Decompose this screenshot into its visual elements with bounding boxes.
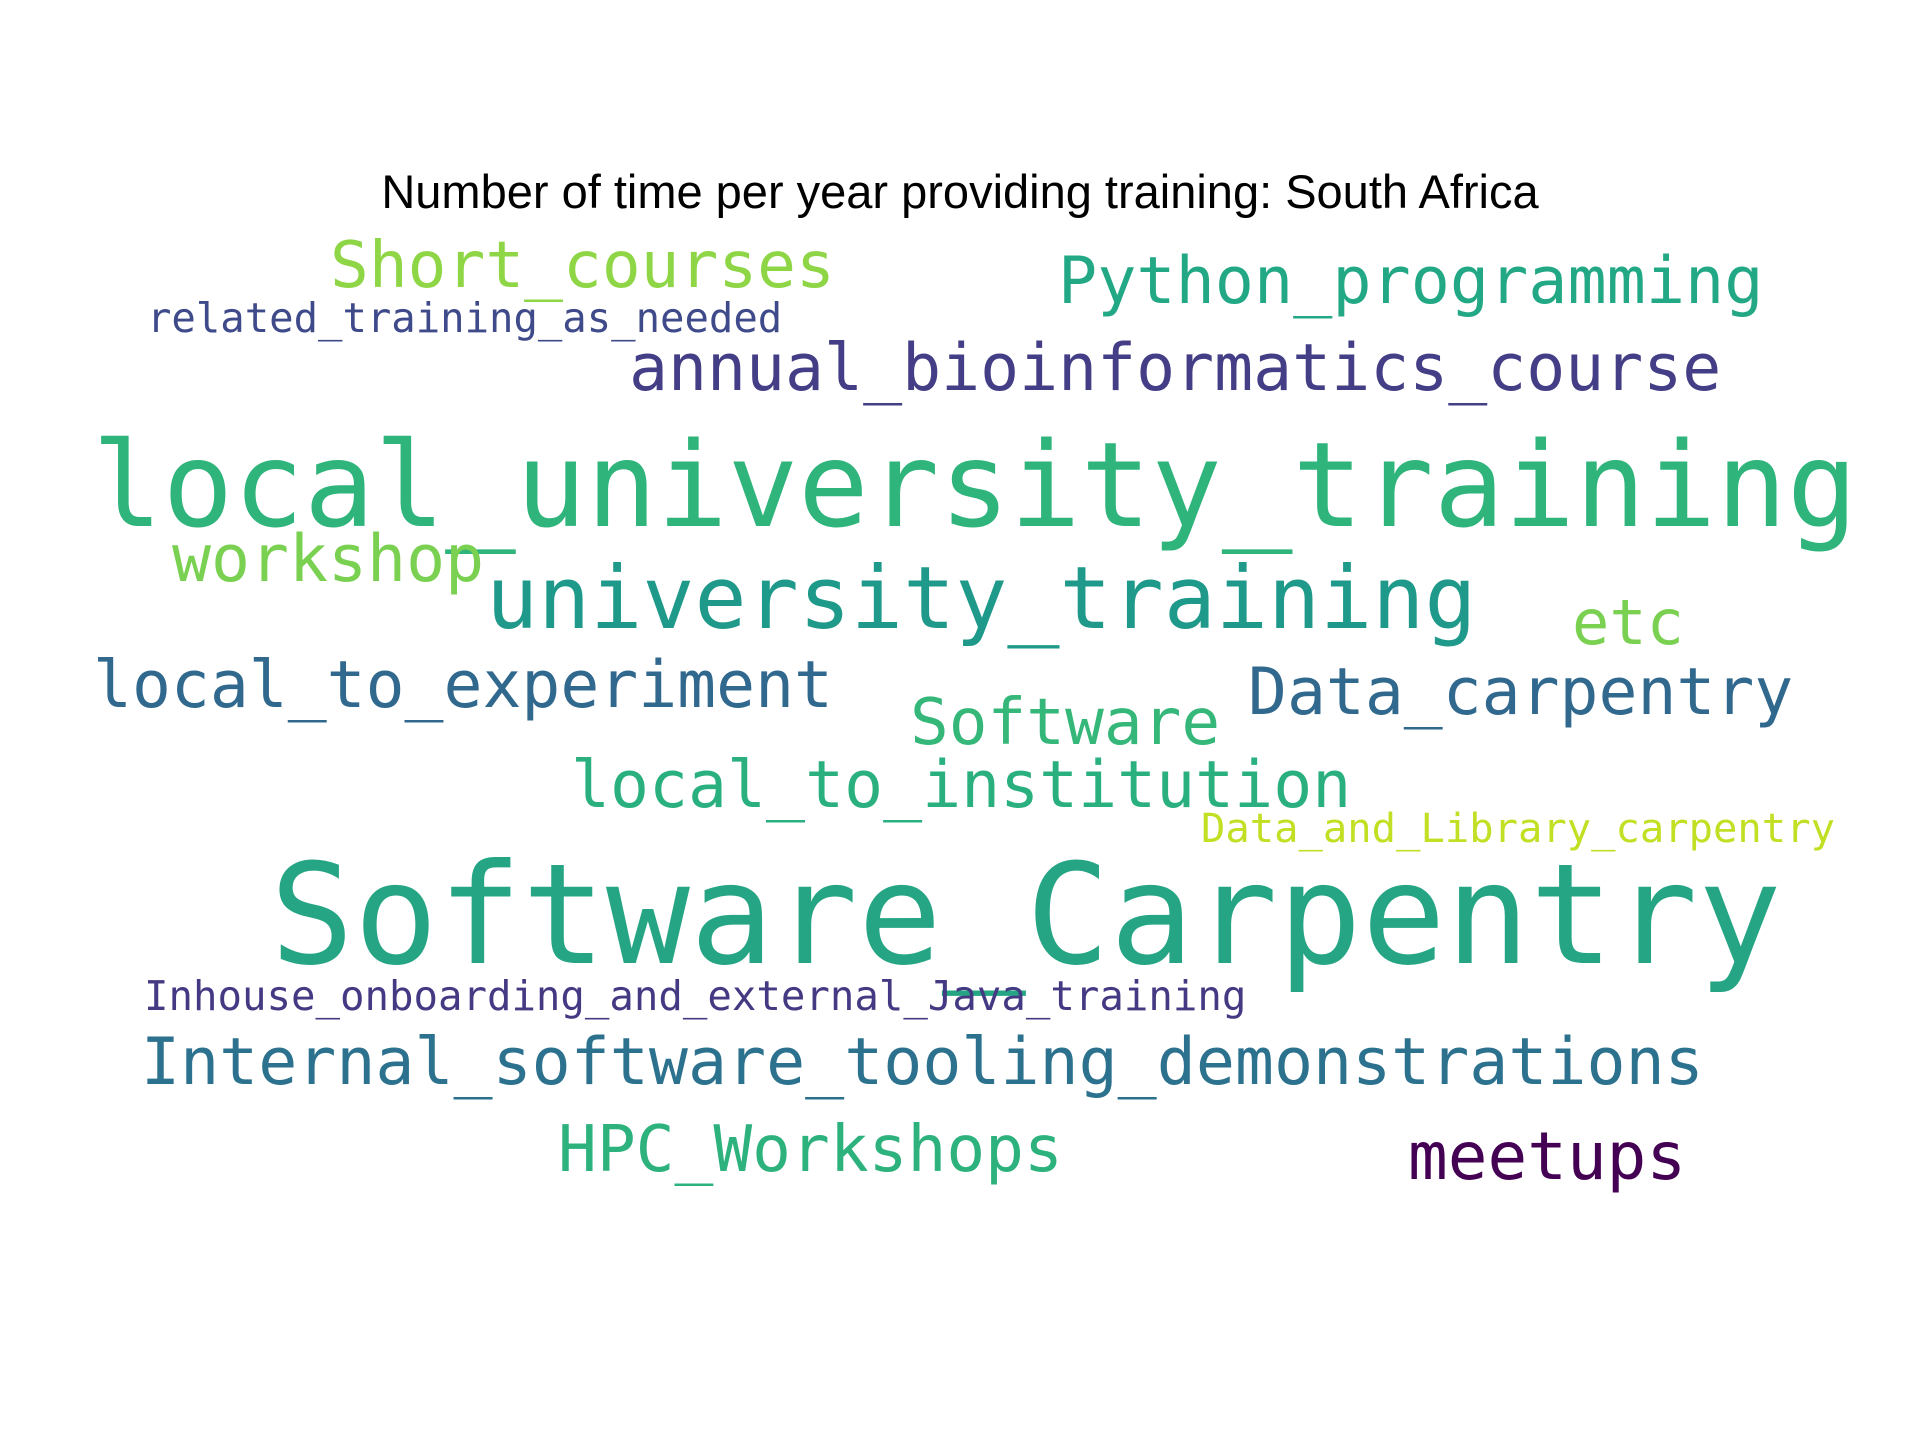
- cloud-word: Internal_software_tooling_demonstrations: [141, 1025, 1704, 1101]
- cloud-word: local_to_experiment: [93, 647, 833, 723]
- cloud-word: HPC_Workshops: [558, 1111, 1063, 1187]
- cloud-word: workshop: [172, 521, 485, 597]
- cloud-word: Inhouse_onboarding_and_external_Java_tra…: [144, 972, 1247, 1021]
- cloud-word: annual_bioinformatics_course: [629, 331, 1722, 407]
- figure-title: Number of time per year providing traini…: [381, 165, 1539, 218]
- cloud-word: local_university_training: [92, 416, 1858, 554]
- cloud-word: Python_programming: [1058, 244, 1764, 320]
- cloud-word: Software: [910, 684, 1221, 760]
- cloud-word: meetups: [1408, 1117, 1687, 1195]
- cloud-word: etc: [1572, 585, 1684, 659]
- cloud-word: Data_carpentry: [1248, 654, 1794, 730]
- cloud-word: Short_courses: [330, 227, 835, 303]
- cloud-word: Software_Carpentry: [270, 834, 1782, 997]
- cloud-word: local_to_institution: [571, 747, 1352, 823]
- cloud-word: related_training_as_needed: [147, 294, 783, 343]
- cloud-word: Data_and_Library_carpentry: [1201, 804, 1835, 853]
- cloud-word: university_training: [486, 548, 1477, 649]
